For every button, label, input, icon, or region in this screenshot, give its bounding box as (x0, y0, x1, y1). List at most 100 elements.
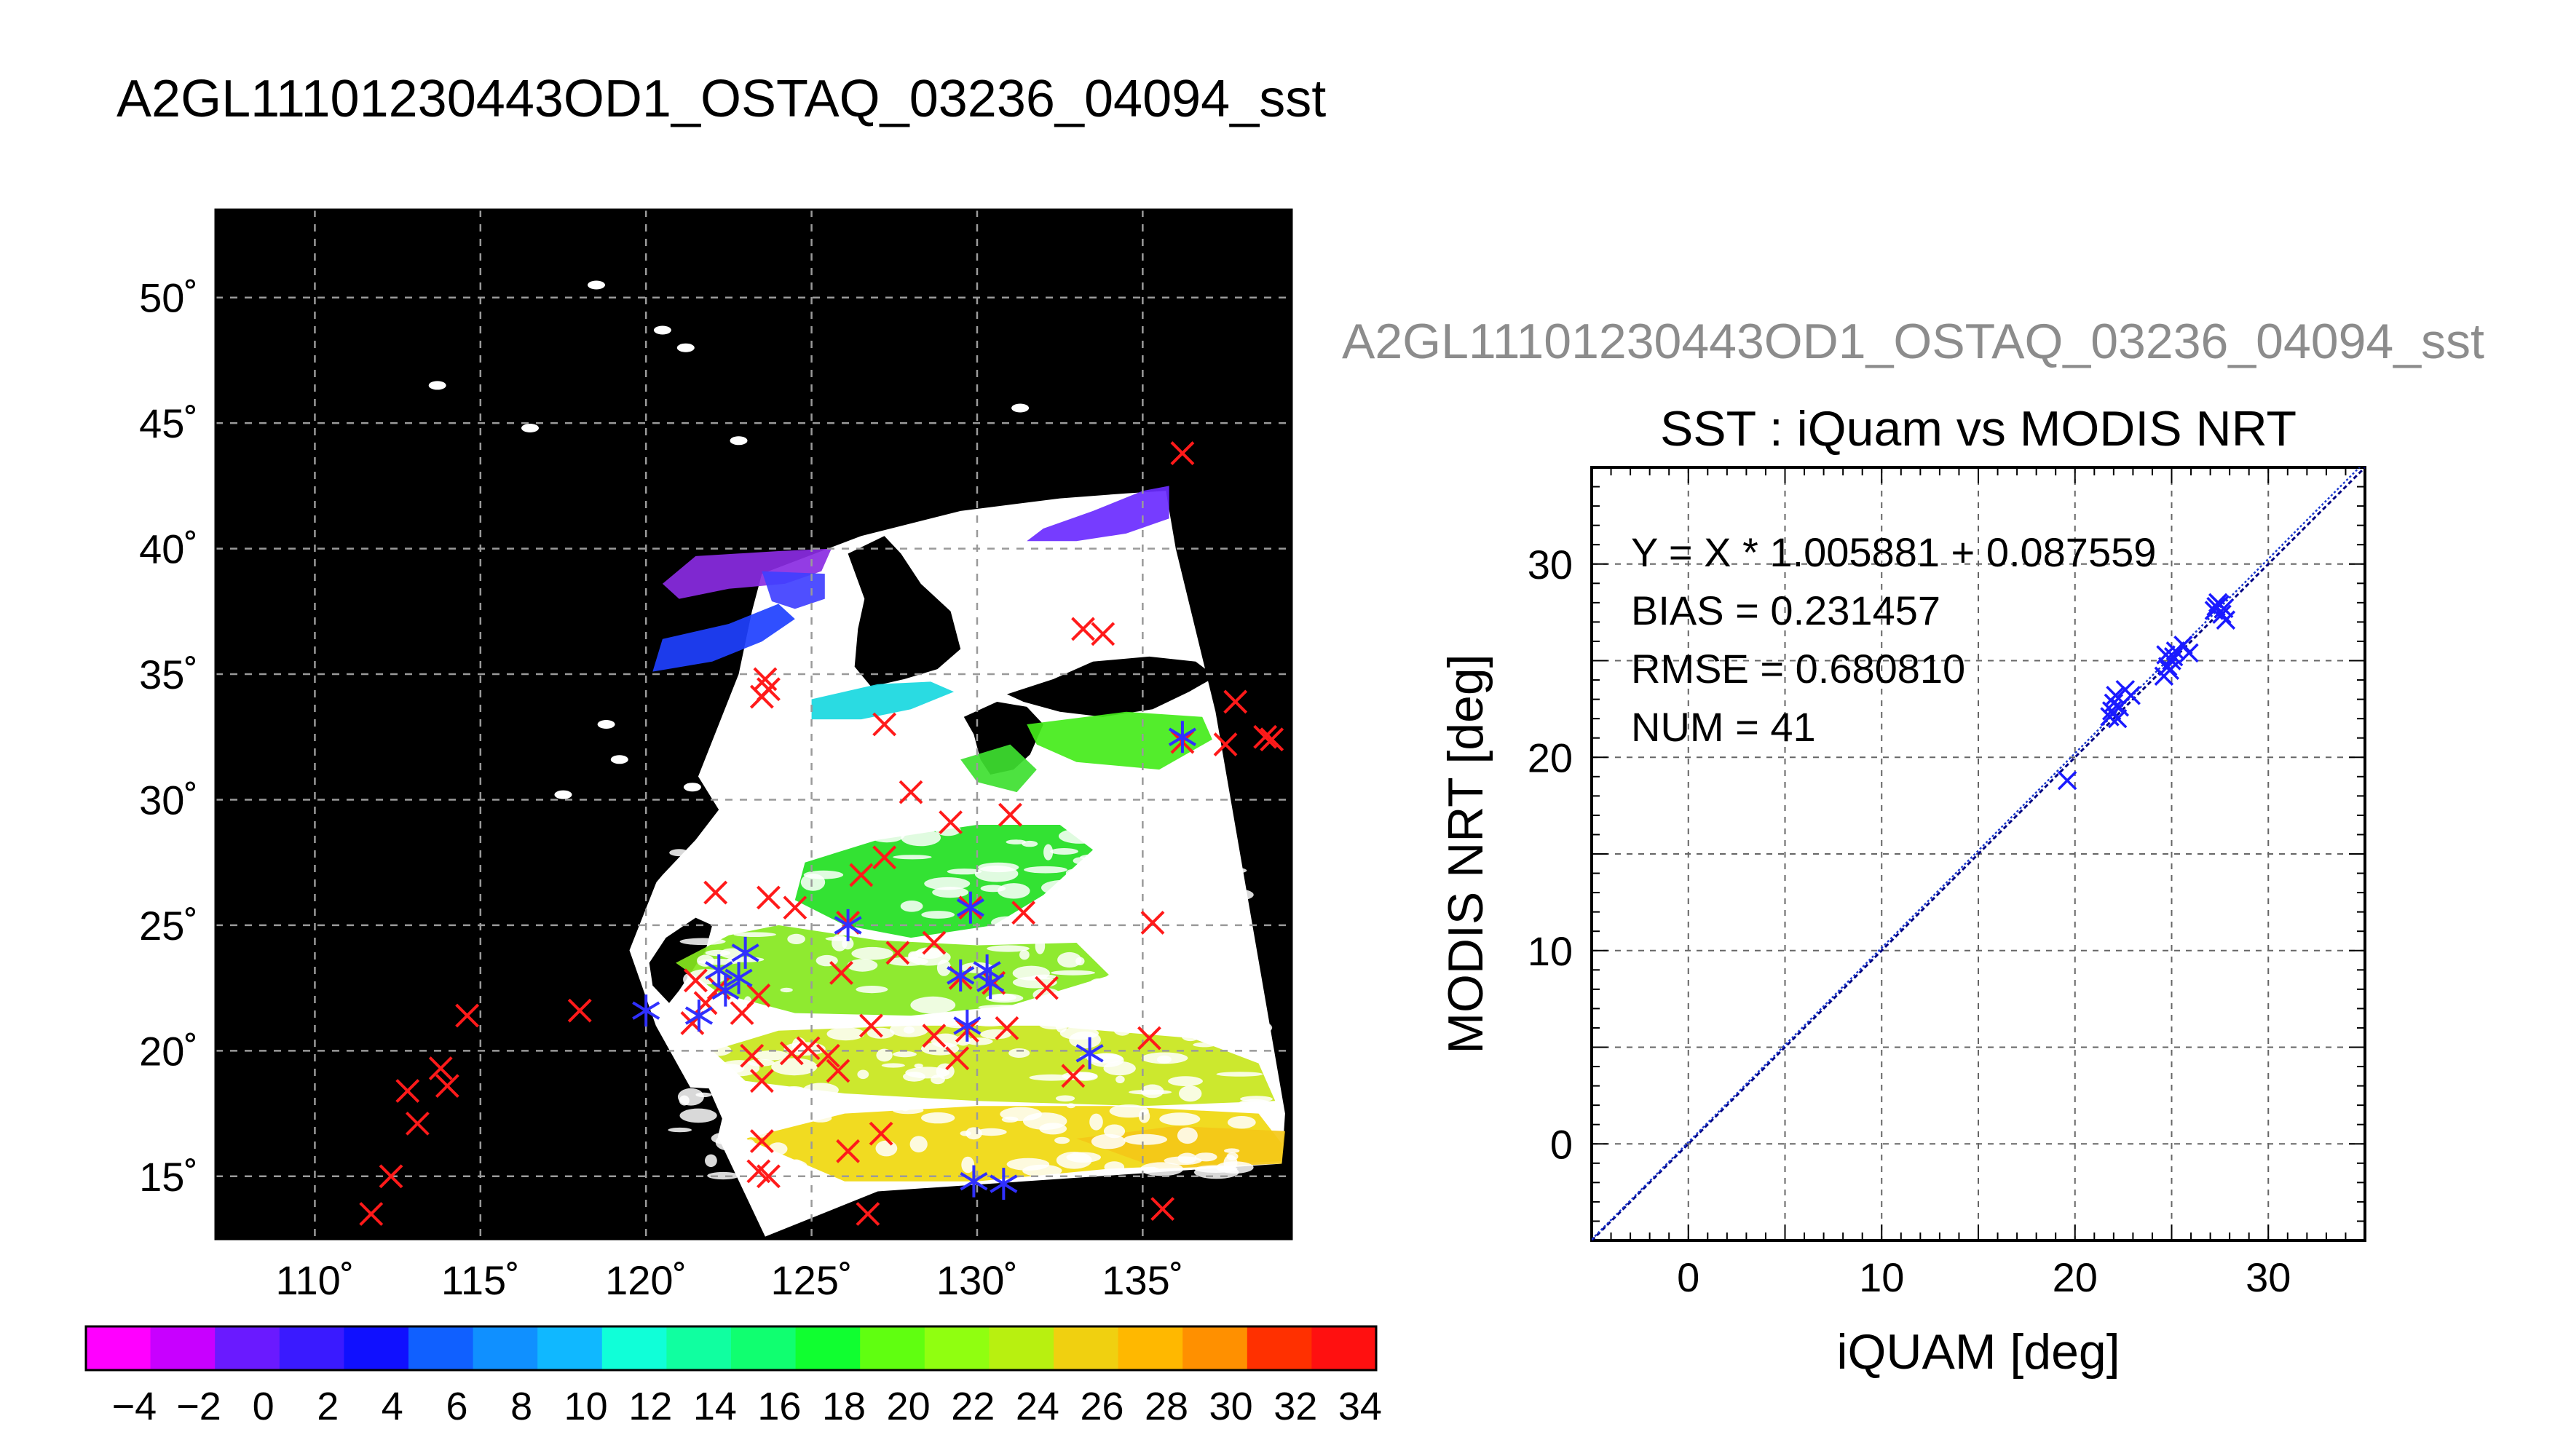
buoy-marker-blue (960, 1165, 988, 1198)
sst-south-yellowgreen-patch (712, 1025, 1276, 1107)
cloud-speckle (1029, 1074, 1074, 1081)
cloud-speckle (1058, 828, 1101, 844)
cloud-speckle (985, 993, 1024, 1003)
cloud-speckle (881, 1063, 905, 1068)
cloud-speckle (1177, 1127, 1198, 1144)
buoy-marker-red (749, 684, 774, 709)
cloud-speckle (705, 949, 731, 957)
one-to-one-line (1592, 467, 2365, 1241)
cloud-speckle (921, 911, 955, 919)
colorbar-band (601, 1326, 667, 1370)
scatter-y-tick-label: 20 (1528, 735, 1573, 780)
buoy-marker-red (836, 1139, 861, 1163)
buoy-marker-blue (990, 1168, 1018, 1200)
cloud-speckle (1105, 970, 1145, 987)
cloud-speckle (1024, 866, 1067, 874)
map-x-tick-label: 125˚ (771, 1257, 853, 1303)
cloud-speckle (1238, 1020, 1273, 1035)
scatter-point (2121, 686, 2141, 705)
colorbar-frame (84, 1325, 1378, 1372)
cloud-speckle (1035, 937, 1046, 954)
buoy-marker-red (1137, 1026, 1161, 1051)
buoy-marker-red (1223, 689, 1248, 714)
colorbar-band (86, 1326, 151, 1370)
cloud-speckle (1006, 1158, 1050, 1171)
cloud-speckle (1109, 1104, 1149, 1118)
scatter-title: SST : iQuam vs MODIS NRT (1660, 401, 2297, 456)
cloud-speckle (727, 877, 746, 885)
cloud-speckle (800, 874, 826, 891)
cloud-speckle (735, 847, 770, 861)
map-y-tick-label: 40˚ (139, 526, 198, 572)
scatter-point (2160, 660, 2180, 681)
map-y-tick-label: 25˚ (139, 903, 198, 949)
cloud-speckle (1124, 1133, 1167, 1145)
colorbar-tick-label: 24 (1016, 1385, 1059, 1428)
cloud-speckle (876, 1048, 893, 1062)
map-y-tick-label: 30˚ (139, 777, 198, 823)
cloud-speckle (868, 826, 906, 843)
buoy-marker-blue (1168, 721, 1196, 753)
cloud-speckle (857, 1069, 869, 1080)
colorbar-tick-label: 26 (1080, 1385, 1124, 1428)
cloud-speckle (1089, 1053, 1124, 1067)
buoy-marker-red (783, 895, 807, 920)
cloud-speckle (1065, 869, 1082, 877)
land-cloud-fleck (428, 381, 446, 390)
cloud-speckle (1201, 866, 1247, 875)
cloud-speckle (947, 869, 982, 875)
sst-japan-sea-patch (1027, 486, 1169, 542)
colorbar-tick-label: 12 (628, 1385, 672, 1428)
cloud-speckle (1129, 1089, 1172, 1095)
sst-yellow-sea-patch (652, 604, 795, 672)
buoy-marker-red (816, 1043, 840, 1068)
cloud-speckle (1069, 1031, 1101, 1049)
cloud-speckle (1089, 978, 1107, 990)
cloud-speckle (768, 1142, 788, 1155)
colorbar-tick-label: 32 (1273, 1385, 1317, 1428)
buoy-marker-red (995, 1016, 1019, 1040)
cloud-speckle (1168, 983, 1177, 992)
buoy-marker-blue (1075, 1037, 1104, 1069)
map-y-tick-label: 45˚ (139, 400, 198, 446)
cloud-speckle (903, 1072, 925, 1082)
buoy-marker-red (779, 1041, 804, 1066)
scatter-y-tick-label: 30 (1528, 542, 1573, 587)
scatter-point (2206, 596, 2226, 617)
cloud-speckle (809, 1114, 832, 1123)
map-x-tick-label: 120˚ (605, 1257, 687, 1303)
colorbar-band (408, 1326, 474, 1370)
land-cloud-fleck (676, 343, 695, 352)
cloud-speckle (1081, 856, 1122, 874)
scatter-frame (1590, 466, 2366, 1242)
cloud-speckle (893, 1051, 917, 1058)
cloud-speckle (724, 1027, 737, 1036)
colorbar-band (1311, 1326, 1377, 1370)
map-y-tick-label: 50˚ (139, 275, 198, 321)
colorbar-band (795, 1326, 861, 1370)
buoy-marker-red (703, 880, 728, 905)
colorbar-band (666, 1326, 732, 1370)
buoy-marker-red (1061, 1064, 1086, 1088)
colorbar-tick-label: 30 (1209, 1385, 1253, 1428)
buoy-marker-red (872, 712, 897, 737)
buoy-marker-blue (834, 909, 862, 941)
colorbar-band (150, 1326, 216, 1370)
scatter-point (2173, 636, 2193, 655)
fit-line (1592, 467, 2361, 1241)
buoy-marker-blue (684, 1000, 714, 1032)
buoy-marker-red (359, 1202, 384, 1226)
buoy-marker-red (1140, 911, 1165, 935)
cloud-speckle (1154, 933, 1185, 941)
buoy-marker-blue (711, 974, 740, 1007)
map-x-tick-label: 115˚ (441, 1257, 520, 1303)
cloud-speckle (961, 1156, 975, 1174)
cloud-speckle (901, 829, 941, 847)
buoy-marker-red (757, 1164, 781, 1189)
colorbar-tick-label: 16 (757, 1385, 801, 1428)
buoy-marker-blue (947, 959, 975, 992)
cloud-speckle (712, 1064, 745, 1074)
land-china-coast (216, 423, 729, 1039)
scatter-x-tick-label: 20 (2053, 1254, 2098, 1300)
